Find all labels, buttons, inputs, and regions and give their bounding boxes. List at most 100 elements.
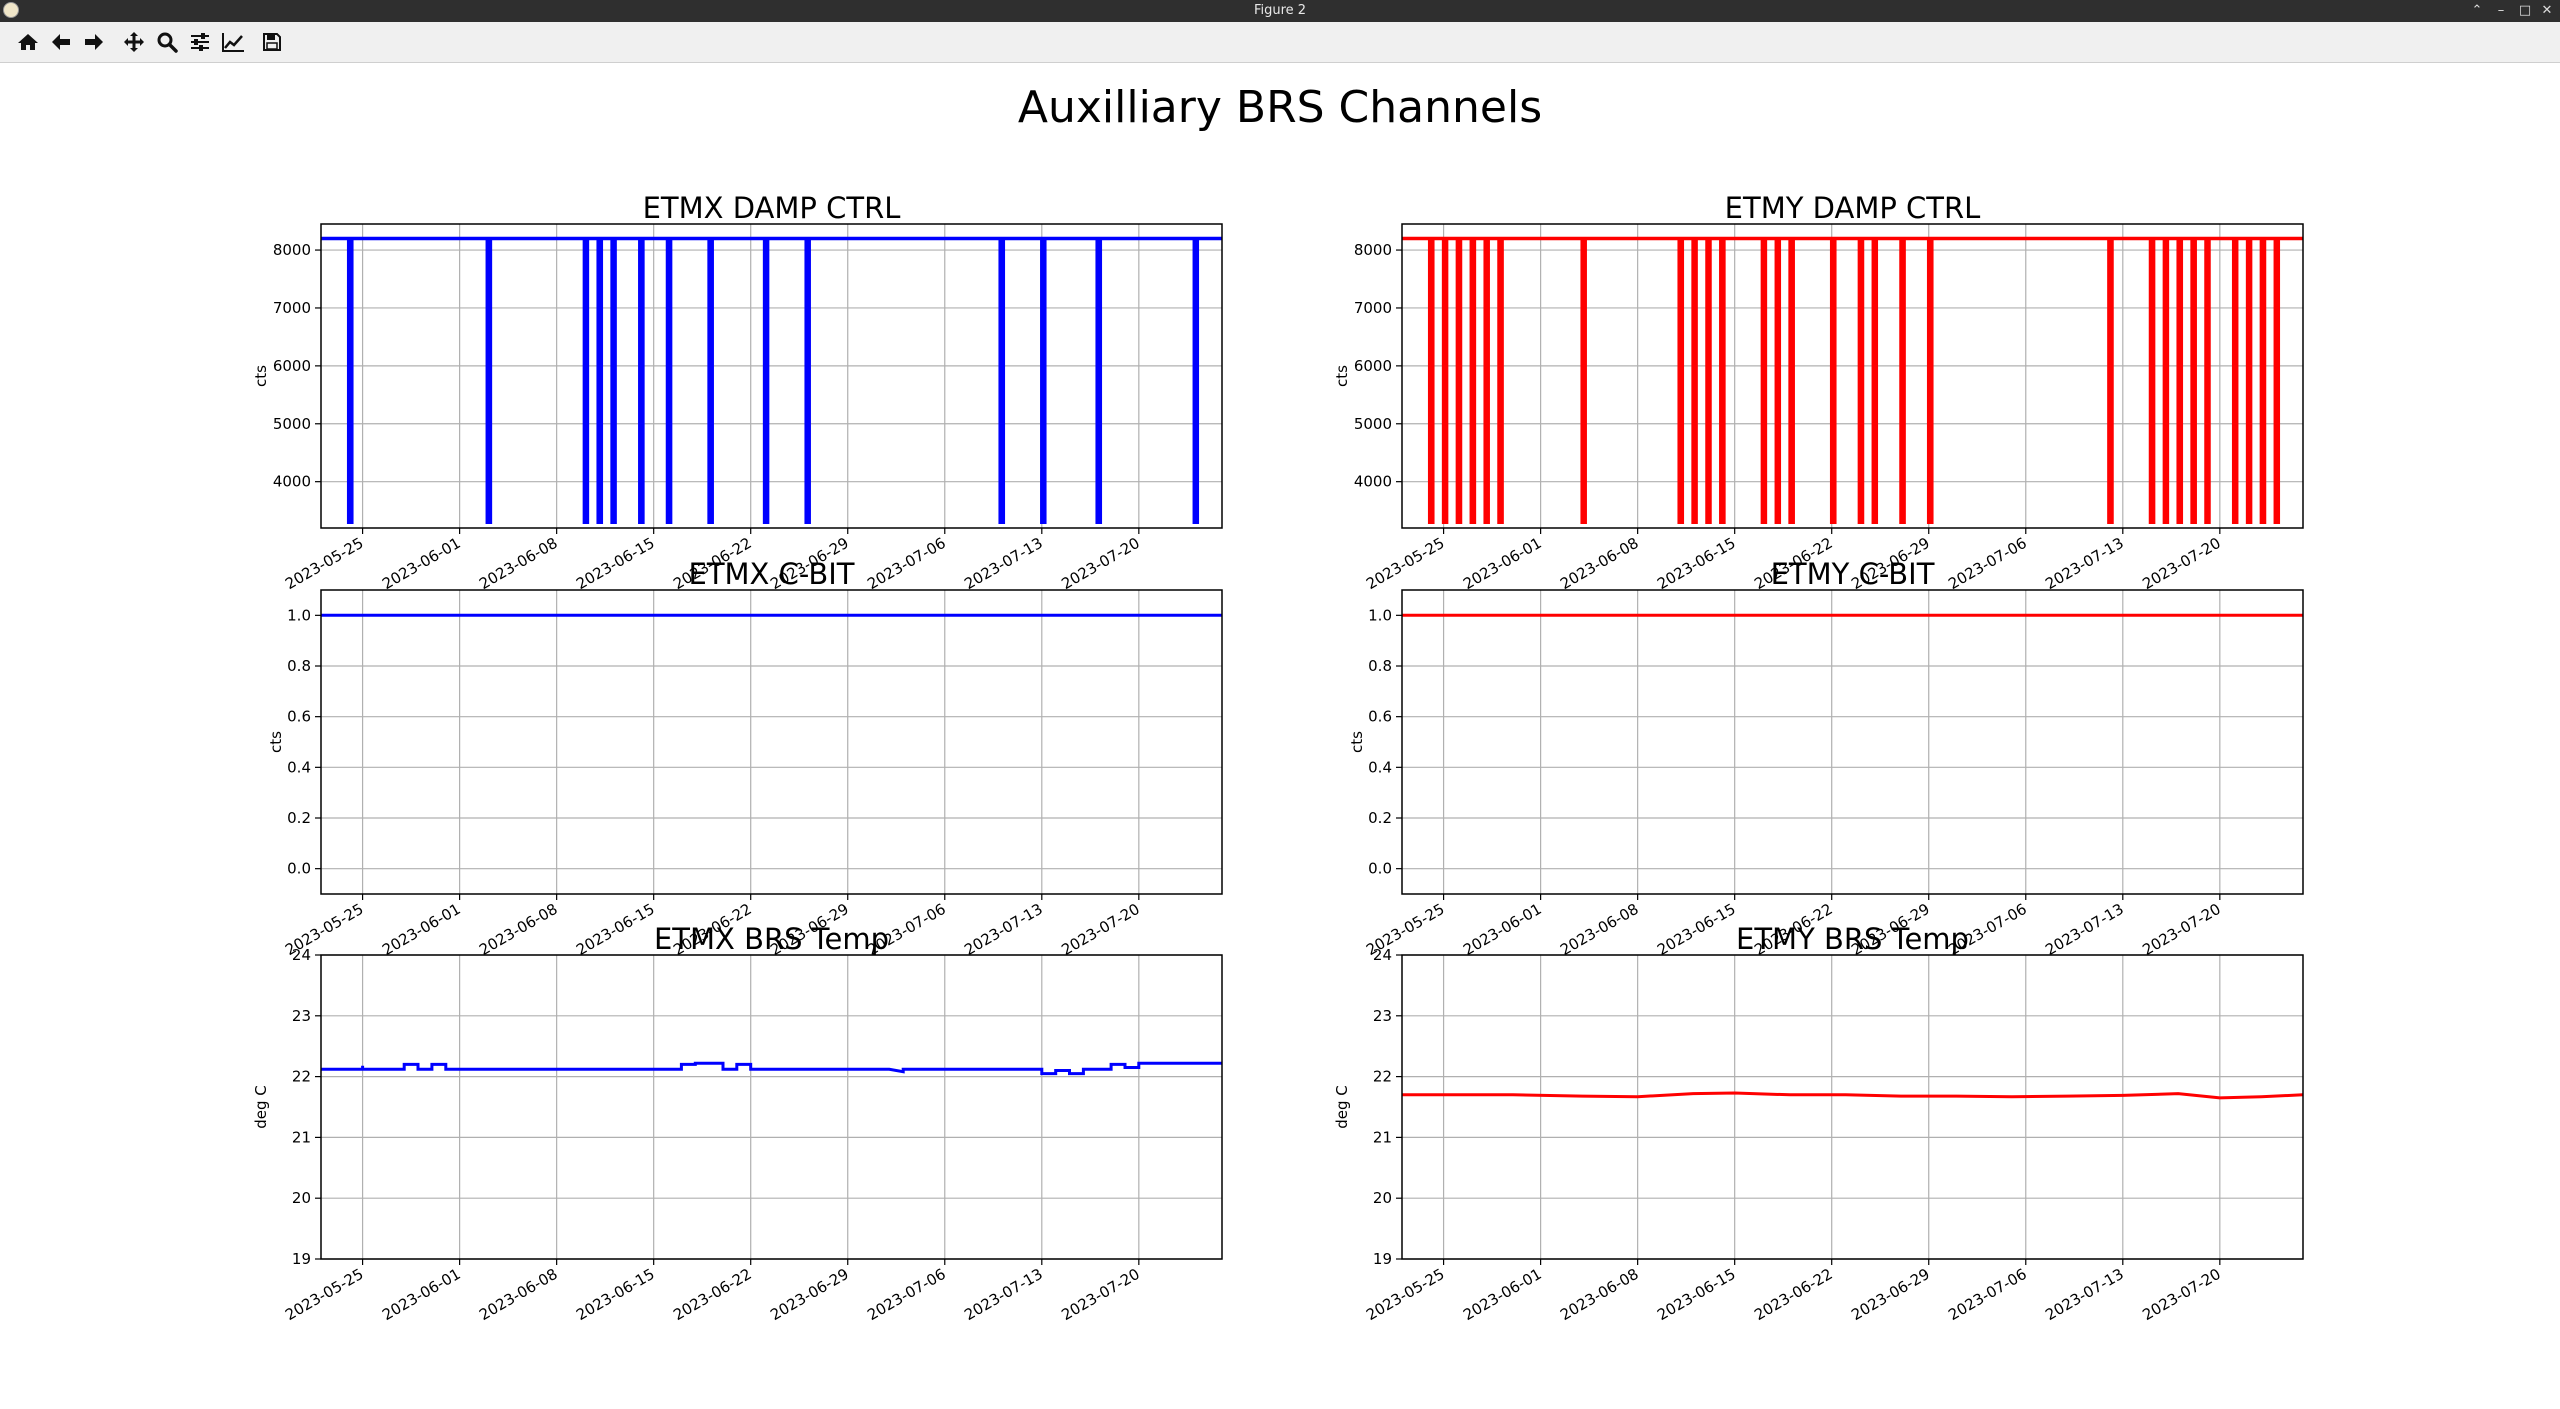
y-tick-label: 22 <box>292 1068 311 1086</box>
line-chart-icon <box>222 33 244 52</box>
data-line <box>321 1061 1222 1076</box>
window-title: Figure 2 <box>1253 3 1307 18</box>
x-tick-label: 2023-06-15 <box>573 534 658 593</box>
x-tick-label: 2023-05-25 <box>1363 1265 1448 1324</box>
axes-frame <box>1401 223 2304 529</box>
x-tick-label: 2023-06-15 <box>573 900 658 959</box>
y-tick-label: 0.2 <box>287 809 311 827</box>
x-tick-label: 2023-05-25 <box>282 534 367 593</box>
subplot-etmy-damp-ctrl: 4000 5000 6000 7000 8000 2023-05-25 2023-06-01… <box>1333 191 2304 593</box>
x-tick-label: 2023-06-29 <box>767 1265 852 1324</box>
save-button[interactable] <box>258 29 286 55</box>
configure-subplots-button[interactable] <box>186 29 214 55</box>
forward-button[interactable] <box>80 29 108 55</box>
y-tick-label: 6000 <box>273 357 311 375</box>
x-tick-label: 2023-06-01 <box>1460 1265 1545 1324</box>
axes-frame <box>1401 954 2304 1260</box>
x-tick-label: 2023-06-01 <box>1460 900 1545 959</box>
chevron-up-icon[interactable]: ⌃ <box>2471 3 2483 18</box>
x-tick-label: 2023-06-01 <box>379 900 464 959</box>
x-tick-label: 2023-06-22 <box>670 1265 755 1324</box>
x-tick-label: 2023-07-20 <box>1058 900 1143 959</box>
home-button[interactable] <box>14 29 42 55</box>
navigation-toolbar <box>0 22 2560 63</box>
y-tick-label: 0.8 <box>287 657 311 675</box>
y-tick-label: 7000 <box>273 299 311 317</box>
x-tick-label: 2023-06-08 <box>476 1265 561 1324</box>
y-tick-label: 4000 <box>1354 473 1392 491</box>
sliders-icon <box>191 33 209 51</box>
x-tick-label: 2023-06-15 <box>1654 900 1739 959</box>
x-tick-label: 2023-07-13 <box>2042 534 2127 593</box>
axes-frame <box>320 589 1223 895</box>
x-tick-label: 2023-07-13 <box>2042 900 2127 959</box>
pan-button[interactable] <box>120 29 148 55</box>
x-tick-label: 2023-07-20 <box>1058 534 1143 593</box>
arrow-right-icon <box>85 34 103 50</box>
y-tick-label: 0.4 <box>287 758 311 776</box>
y-tick-label: 6000 <box>1354 357 1392 375</box>
x-tick-label: 2023-06-15 <box>1654 534 1739 593</box>
data-line <box>1402 1091 2303 1100</box>
x-tick-label: 2023-07-13 <box>961 900 1046 959</box>
subplot-etmx-damp-ctrl: 4000 5000 6000 7000 8000 2023-05-25 2023-06-01… <box>252 191 1223 593</box>
y-tick-label: 0.0 <box>287 860 311 878</box>
home-icon <box>18 34 38 50</box>
y-axis-label: deg C <box>252 1085 270 1129</box>
x-tick-label: 2023-06-08 <box>1557 1265 1642 1324</box>
floppy-disk-icon <box>263 33 281 51</box>
x-tick-label: 2023-07-20 <box>1058 1265 1143 1324</box>
back-button[interactable] <box>47 29 75 55</box>
x-tick-label: 2023-06-01 <box>379 534 464 593</box>
x-tick-label: 2023-06-29 <box>1848 1265 1933 1324</box>
axes-frame <box>320 223 1223 529</box>
y-tick-label: 0.8 <box>1368 657 1392 675</box>
zoom-button[interactable] <box>153 29 181 55</box>
y-axis-label: cts <box>252 365 270 387</box>
minimize-icon[interactable]: – <box>2497 3 2505 18</box>
arrow-left-icon <box>52 34 70 50</box>
y-tick-label: 8000 <box>273 241 311 259</box>
data-line <box>1402 236 2303 524</box>
y-tick-label: 0.4 <box>1368 758 1392 776</box>
y-tick-label: 0.6 <box>1368 708 1392 726</box>
y-tick-label: 1.0 <box>287 606 311 624</box>
y-tick-label: 4000 <box>273 473 311 491</box>
y-tick-label: 8000 <box>1354 241 1392 259</box>
x-tick-label: 2023-05-25 <box>282 1265 367 1324</box>
x-tick-label: 2023-06-01 <box>379 1265 464 1324</box>
x-tick-label: 2023-06-01 <box>1460 534 1545 593</box>
x-tick-label: 2023-06-08 <box>476 534 561 593</box>
x-tick-label: 2023-07-20 <box>2139 1265 2224 1324</box>
y-tick-label: 21 <box>292 1128 311 1146</box>
y-tick-label: 19 <box>292 1250 311 1268</box>
y-tick-label: 0.0 <box>1368 860 1392 878</box>
x-tick-label: 2023-06-08 <box>1557 900 1642 959</box>
y-axis-label: cts <box>1333 365 1351 387</box>
x-tick-label: 2023-07-06 <box>864 1265 949 1324</box>
y-tick-label: 24 <box>1373 946 1392 964</box>
x-tick-label: 2023-07-13 <box>961 1265 1046 1324</box>
subplot-title: ETMX BRS Temp <box>654 922 889 956</box>
x-tick-label: 2023-06-15 <box>1654 1265 1739 1324</box>
y-tick-label: 22 <box>1373 1068 1392 1086</box>
subplot-title: ETMY BRS Temp <box>1736 922 1969 956</box>
y-axis-label: cts <box>1348 731 1366 753</box>
x-tick-label: 2023-06-15 <box>573 1265 658 1324</box>
x-tick-label: 2023-07-06 <box>1945 534 2030 593</box>
y-tick-label: 21 <box>1373 1128 1392 1146</box>
x-tick-label: 2023-07-06 <box>864 534 949 593</box>
figure-suptitle: Auxilliary BRS Channels <box>1018 82 1542 133</box>
x-tick-label: 2023-07-06 <box>1945 1265 2030 1324</box>
y-tick-label: 20 <box>292 1189 311 1207</box>
close-icon[interactable]: ✕ <box>2541 3 2553 18</box>
app-icon <box>3 2 19 18</box>
edit-axis-button[interactable] <box>219 29 247 55</box>
y-axis-label: cts <box>267 731 285 753</box>
maximize-icon[interactable]: □ <box>2518 3 2532 18</box>
x-tick-label: 2023-06-08 <box>476 900 561 959</box>
